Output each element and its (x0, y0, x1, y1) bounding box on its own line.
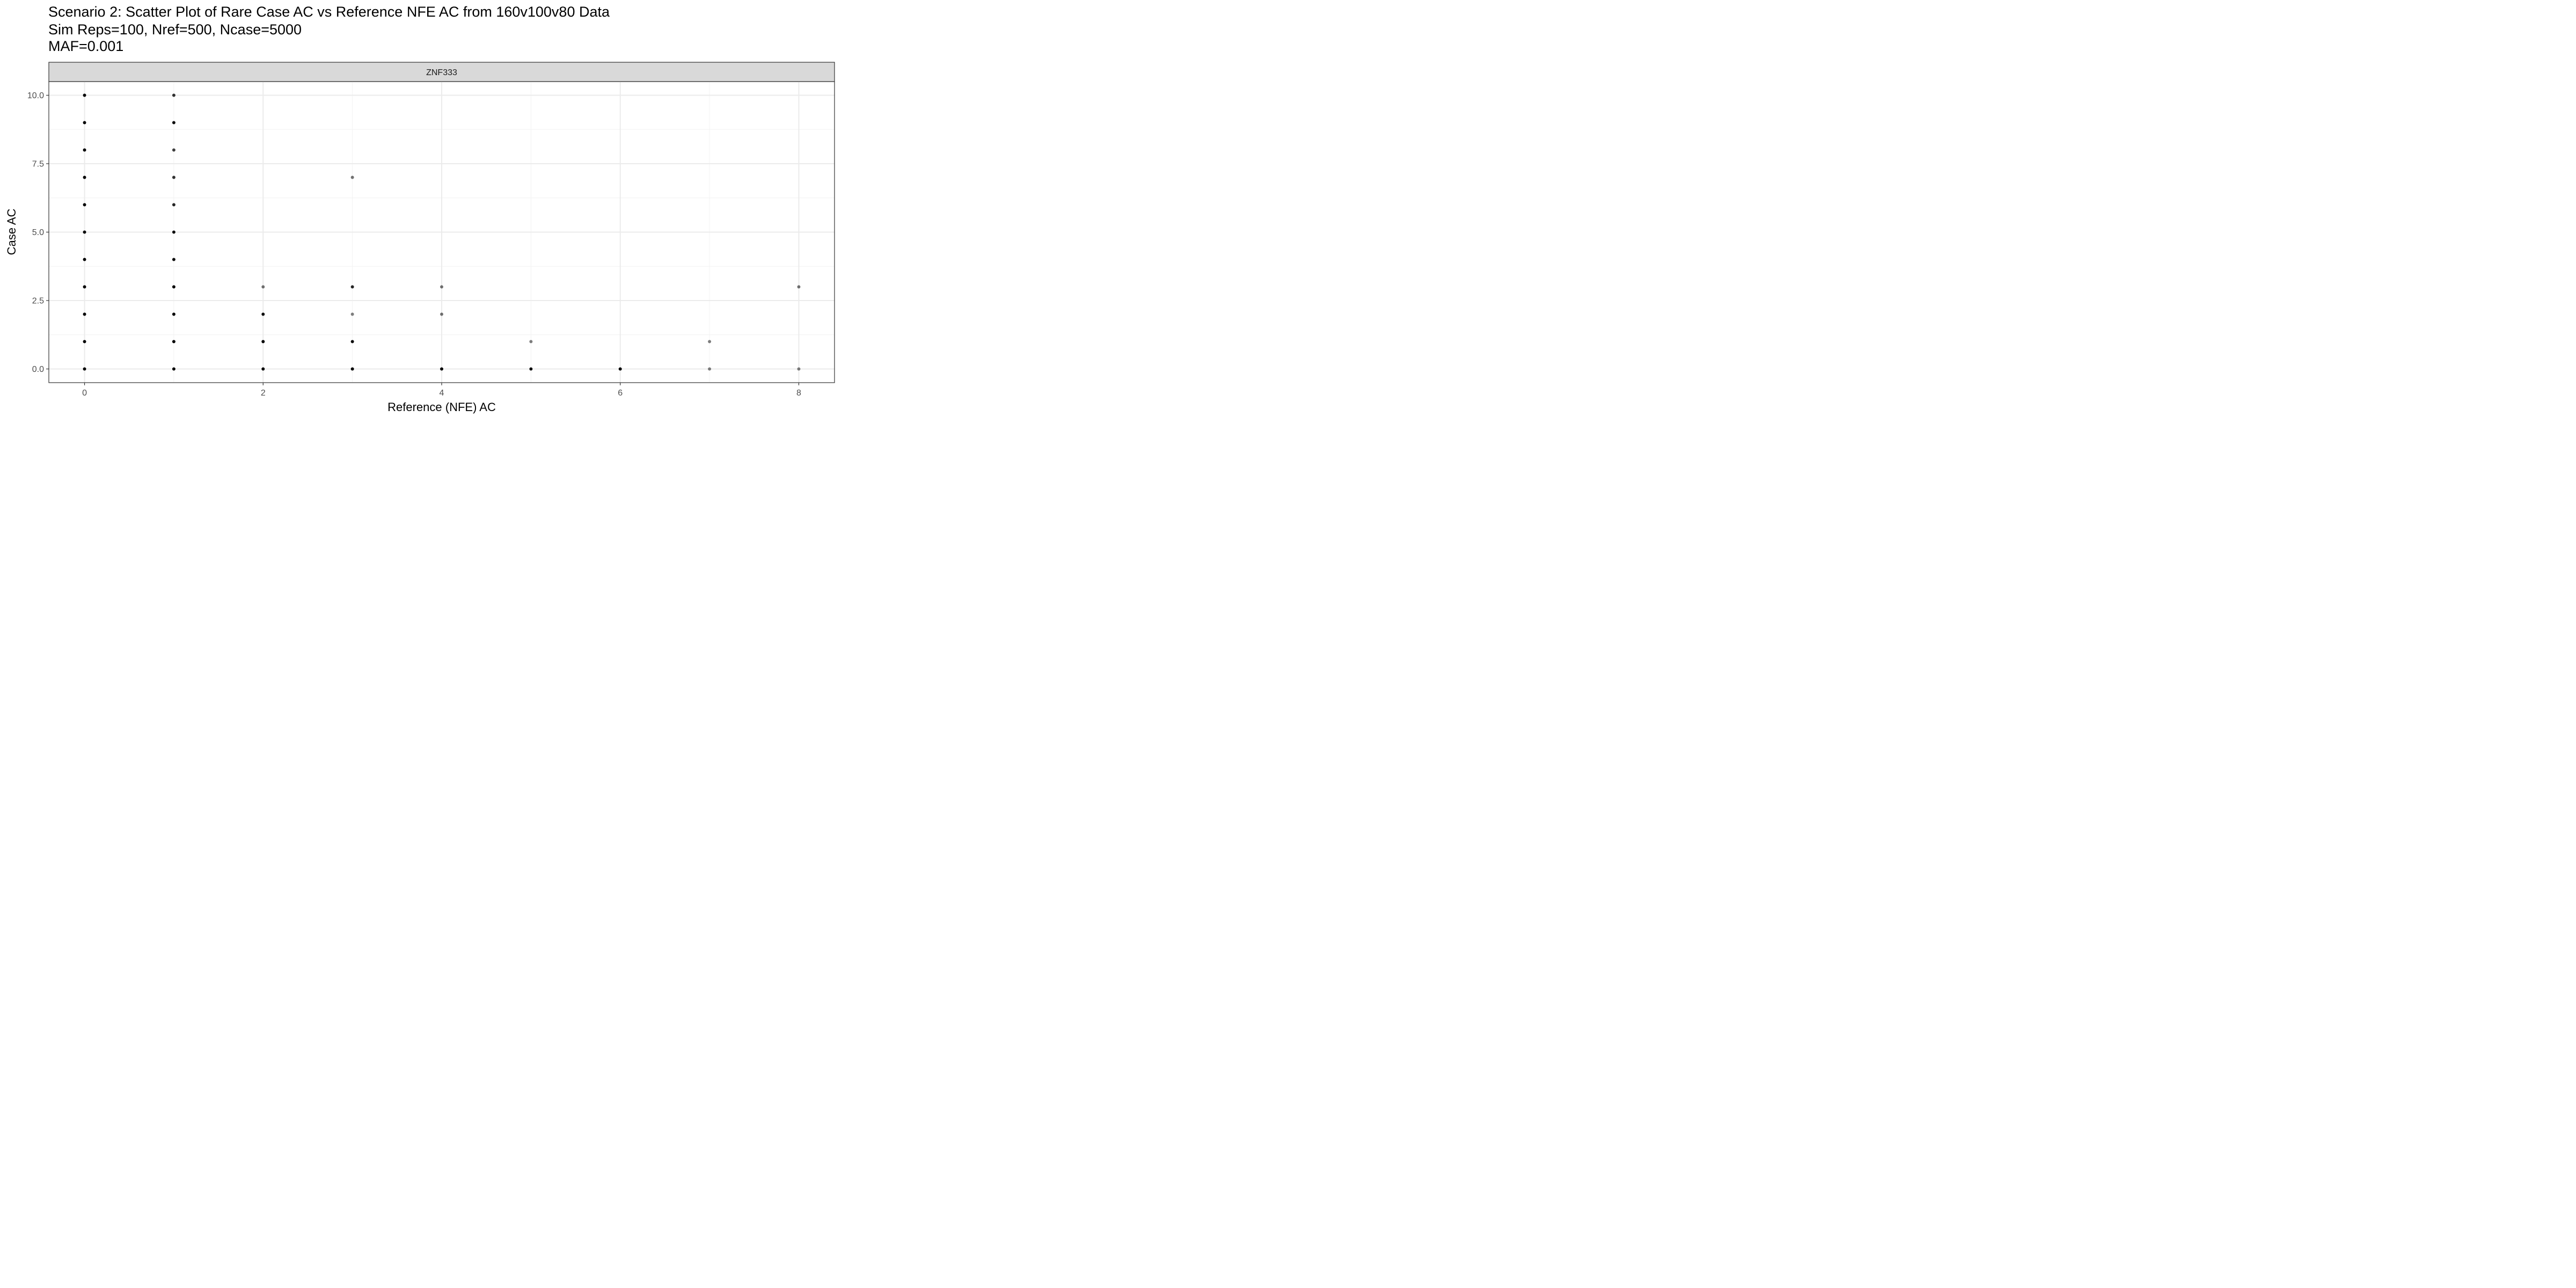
y-tick-label: 10.0 (27, 91, 44, 100)
data-point (83, 230, 86, 234)
x-axis-title: Reference (NFE) AC (387, 400, 496, 414)
x-axis-ticks: 0 2 4 6 8 (82, 383, 801, 398)
x-tick-label: 4 (440, 389, 444, 398)
grid-lines (49, 82, 835, 383)
data-point (261, 312, 265, 316)
data-point (83, 367, 86, 371)
data-point (261, 340, 265, 343)
y-tick-label: 7.5 (32, 160, 44, 169)
data-point (797, 285, 801, 289)
data-point (172, 121, 175, 125)
data-point (708, 367, 712, 371)
x-tick-label: 2 (261, 389, 266, 398)
data-point (83, 285, 86, 289)
facet-strip (48, 62, 835, 82)
data-point (350, 367, 354, 371)
data-point (83, 148, 86, 152)
data-point (350, 175, 354, 179)
data-point (618, 367, 622, 371)
chart-subtitle-line-1: Sim Reps=100, Nref=500, Ncase=5000 (48, 21, 302, 38)
data-point (350, 340, 354, 343)
data-point (172, 203, 175, 207)
data-point (172, 93, 175, 97)
x-tick-label: 6 (618, 389, 623, 398)
data-point (440, 367, 443, 371)
scatter-plot: ZNF333 0 2 4 6 8 0.0 2.5 5.0 7.5 10.0 Reference … (5, 62, 835, 414)
data-point (172, 285, 175, 289)
y-axis-title: Case AC (5, 208, 18, 255)
data-point (172, 258, 175, 261)
data-point (529, 340, 533, 343)
data-point (172, 175, 175, 179)
data-point (172, 340, 175, 343)
data-points (83, 93, 801, 371)
y-tick-label: 2.5 (32, 297, 44, 306)
y-tick-label: 5.0 (32, 228, 44, 237)
data-point (83, 340, 86, 343)
y-tick-label: 0.0 (32, 365, 44, 374)
y-axis-ticks: 0.0 2.5 5.0 7.5 10.0 (27, 91, 49, 374)
chart-subtitle-line-2: MAF=0.001 (48, 38, 124, 54)
data-point (350, 285, 354, 289)
data-point (83, 312, 86, 316)
data-point (83, 258, 86, 261)
data-point (83, 93, 86, 97)
x-tick-label: 8 (796, 389, 801, 398)
data-point (172, 367, 175, 371)
data-point (172, 148, 175, 152)
data-point (83, 175, 86, 179)
data-point (797, 367, 801, 371)
data-point (440, 285, 443, 289)
data-point (350, 312, 354, 316)
data-point (440, 312, 443, 316)
data-point (83, 121, 86, 125)
data-point (261, 285, 265, 289)
data-point (172, 230, 175, 234)
x-tick-label: 0 (82, 389, 87, 398)
data-point (708, 340, 712, 343)
chart-title: Scenario 2: Scatter Plot of Rare Case AC… (48, 4, 610, 20)
data-point (172, 312, 175, 316)
facet-strip-label: ZNF333 (426, 68, 457, 77)
data-point (261, 367, 265, 371)
data-point (529, 367, 533, 371)
data-point (83, 203, 86, 207)
